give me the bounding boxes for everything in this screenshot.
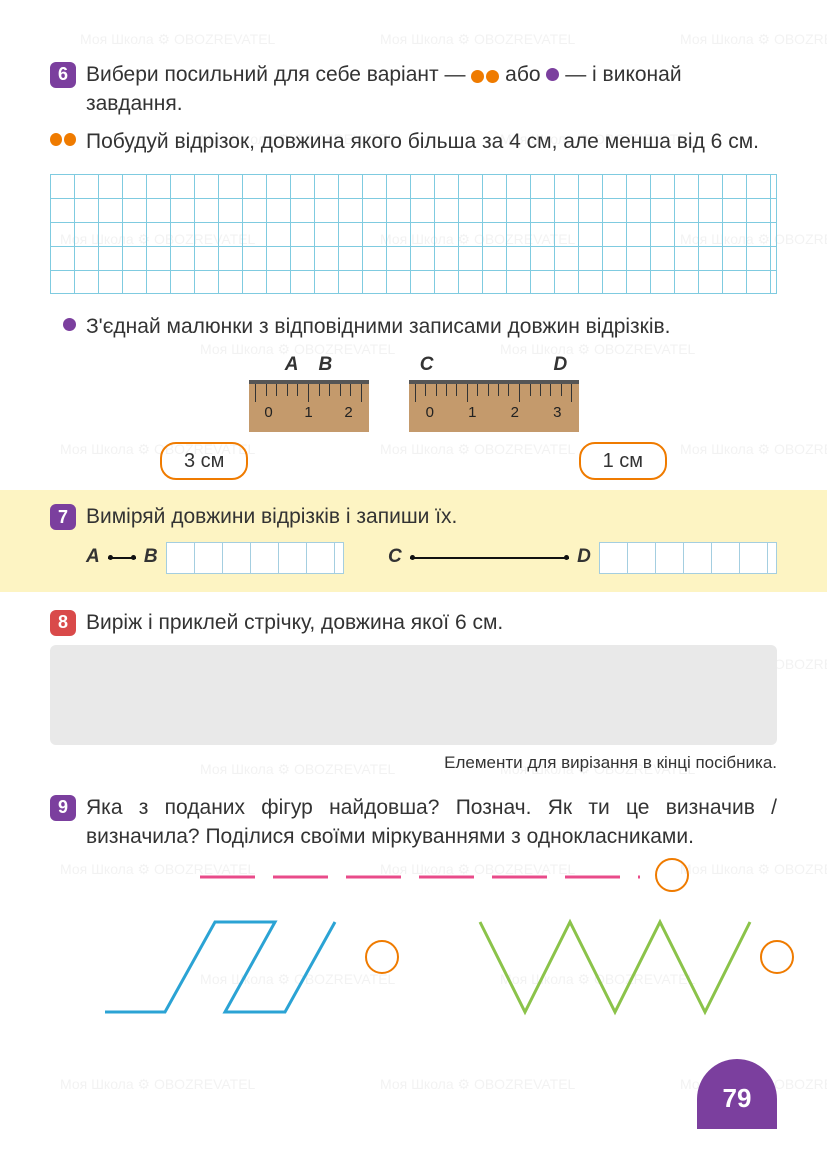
pill-1cm[interactable]: 1 см: [579, 442, 667, 480]
mark-circle-blue[interactable]: [365, 940, 399, 974]
point-b-label: B: [319, 352, 333, 379]
figures-svg: [50, 862, 810, 1042]
seg2-d: D: [577, 544, 591, 571]
option-a-marker: [50, 127, 76, 146]
task-6-badge: 6: [50, 62, 76, 88]
length-pills: 3 см 1 см: [50, 442, 777, 480]
seg1-b: B: [144, 544, 158, 571]
point-a-label: A: [285, 352, 299, 379]
page-content: 6 Вибери посильний для себе варіант — аб…: [0, 0, 827, 1042]
task-9: 9 Яка з поданих фігур найдовша? Познач. …: [50, 793, 777, 1042]
task-6-text: Вибери посильний для себе варіант — або …: [86, 60, 777, 119]
rulers-row: A B 0 1 2 C D: [50, 352, 777, 433]
point-d-label: D: [554, 352, 568, 379]
mark-circle-green[interactable]: [760, 940, 794, 974]
point-c-label: C: [420, 352, 434, 379]
page-number: 79: [697, 1059, 777, 1129]
task-8-text: Виріж і приклей стрічку, довжина якої 6 …: [86, 608, 777, 637]
drawing-grid[interactable]: [50, 174, 777, 294]
mark-circle-pink[interactable]: [655, 858, 689, 892]
pill-3cm[interactable]: 3 см: [160, 442, 248, 480]
orange-dots-icon: [471, 70, 499, 83]
task-8: 8 Виріж і приклей стрічку, довжина якої …: [50, 608, 777, 775]
task-6-option-b: З'єднай малюнки з відповідними записами …: [86, 312, 777, 341]
answer-box-cd[interactable]: [599, 542, 777, 574]
segment-cd: [410, 557, 569, 559]
answer-box-ab[interactable]: [166, 542, 344, 574]
task-6-option-a: Побудуй відрізок, довжина якого більша з…: [86, 127, 777, 156]
ruler-cd: C D 0 1 2 3: [409, 352, 579, 433]
figures-area: [50, 862, 777, 1042]
task-9-text: Яка з поданих фігур найдовша? Познач. Як…: [86, 793, 777, 852]
option-b-marker: [50, 312, 76, 331]
task-6: 6 Вибери посильний для себе варіант — аб…: [50, 60, 777, 156]
task-8-note: Елементи для вирізання в кінці посібника…: [50, 751, 777, 775]
task-7-badge: 7: [50, 504, 76, 530]
task-9-badge: 9: [50, 795, 76, 821]
task-7-text: Виміряй довжини відрізків і запиши їх.: [86, 502, 777, 531]
seg1-a: A: [86, 544, 100, 571]
ruler-ab: A B 0 1 2: [249, 352, 369, 433]
paste-area[interactable]: [50, 645, 777, 745]
task-7-band: 7 Виміряй довжини відрізків і запиши їх.…: [0, 490, 827, 591]
purple-dot-icon: [546, 68, 559, 81]
task-8-badge: 8: [50, 610, 76, 636]
segment-ab: [108, 557, 136, 559]
seg2-c: C: [388, 544, 402, 571]
